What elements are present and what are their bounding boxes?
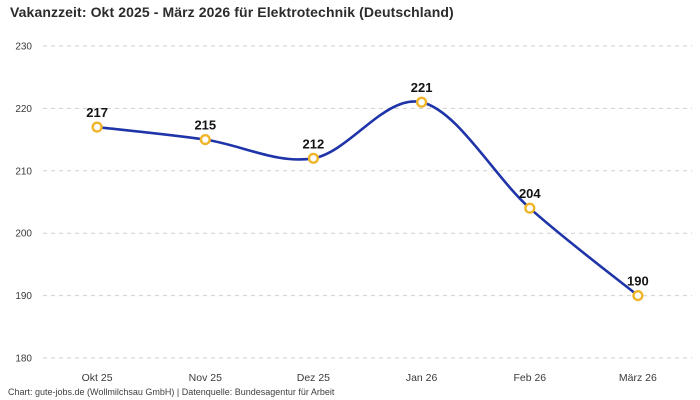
data-point-marker[interactable] — [632, 290, 644, 302]
chart-footer: Chart: gute-jobs.de (Wollmilchsau GmbH) … — [8, 387, 335, 397]
x-tick-label: März 26 — [619, 372, 657, 384]
data-point-marker[interactable] — [199, 134, 211, 146]
data-point-marker[interactable] — [307, 152, 320, 164]
x-tick-label: Feb 26 — [513, 372, 546, 384]
data-point-label: 190 — [627, 274, 649, 289]
data-point-marker[interactable] — [524, 202, 536, 214]
data-point-label: 215 — [194, 118, 216, 133]
chart-title: Vakanzzeit: Okt 2025 - März 2026 für Ele… — [10, 4, 454, 20]
y-tick-label: 200 — [15, 229, 32, 240]
data-point-label: 212 — [303, 136, 325, 151]
y-tick-label: 190 — [15, 291, 32, 302]
y-tick-label: 220 — [15, 104, 32, 115]
data-point-label: 221 — [411, 80, 433, 95]
data-point-label: 204 — [519, 186, 541, 201]
data-point-marker[interactable] — [91, 121, 103, 133]
x-tick-label: Nov 25 — [189, 372, 222, 384]
y-tick-label: 210 — [15, 166, 32, 177]
data-point-label: 217 — [86, 105, 108, 120]
data-point-marker[interactable] — [416, 96, 428, 108]
x-tick-label: Jan 26 — [406, 372, 438, 384]
x-tick-label: Okt 25 — [82, 372, 113, 384]
series-line — [95, 100, 640, 297]
x-tick-label: Dez 25 — [297, 372, 330, 384]
y-tick-label: 230 — [15, 42, 32, 53]
y-tick-label: 180 — [15, 354, 32, 365]
